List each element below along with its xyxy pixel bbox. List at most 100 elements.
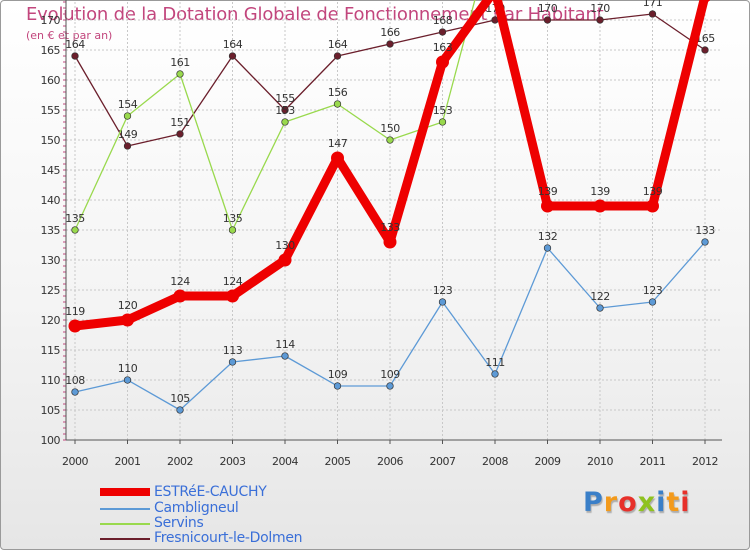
y-tick-label: 160 — [41, 74, 61, 87]
data-point-estr-e-cauchy — [646, 199, 659, 213]
data-point-cambligneul — [596, 304, 604, 312]
logo-letter: P — [583, 487, 604, 518]
logo-letter: i — [680, 487, 691, 518]
data-point-estr-e-cauchy — [121, 313, 134, 327]
data-label-servins: 156 — [328, 86, 348, 99]
data-point-fresnicourt-le-dolmen — [596, 16, 604, 24]
data-label-cambligneul: 123 — [433, 284, 453, 297]
y-tick-label: 100 — [41, 434, 61, 447]
data-label-servins: 150 — [380, 122, 400, 135]
data-label-cambligneul: 108 — [65, 374, 85, 387]
x-tick-label: 2004 — [272, 455, 298, 468]
data-label-servins: 154 — [118, 98, 138, 111]
y-tick-label: 165 — [41, 44, 61, 57]
data-label-estr-e-cauchy: 139 — [538, 185, 558, 198]
y-tick-label: 150 — [41, 134, 61, 147]
y-tick-label: 145 — [41, 164, 61, 177]
y-tick-label: 155 — [41, 104, 61, 117]
data-label-estr-e-cauchy: 124 — [223, 275, 243, 288]
data-point-servins — [228, 226, 237, 234]
data-label-fresnicourt-le-dolmen: 170 — [538, 2, 558, 15]
legend-label-estree-cauchy: ESTRéE-CAUCHY — [154, 484, 267, 500]
data-point-fresnicourt-le-dolmen — [543, 16, 552, 24]
data-point-estr-e-cauchy — [593, 199, 607, 213]
data-point-fresnicourt-le-dolmen — [123, 142, 132, 150]
data-point-servins — [333, 100, 342, 108]
x-tick-label: 2007 — [430, 455, 456, 468]
x-tick-label: 2012 — [692, 455, 718, 468]
data-point-cambligneul — [438, 298, 447, 306]
chart-subtitle: (en € et par an) — [26, 29, 113, 42]
data-label-cambligneul: 109 — [380, 368, 400, 381]
y-tick-label: 120 — [41, 314, 61, 327]
data-label-fresnicourt-le-dolmen: 149 — [118, 128, 138, 141]
y-tick-label: 115 — [41, 344, 61, 357]
data-label-estr-e-cauchy: 130 — [275, 239, 295, 252]
data-label-estr-e-cauchy: 120 — [118, 299, 138, 312]
x-tick-label: 2010 — [587, 455, 613, 468]
data-point-cambligneul — [491, 370, 499, 378]
data-point-cambligneul — [123, 376, 132, 384]
legend-label-fresnicourt: Fresnicourt-le-Dolmen — [154, 530, 303, 546]
logo-letter: t — [666, 487, 681, 518]
y-tick-label: 130 — [41, 254, 61, 267]
data-label-fresnicourt-le-dolmen: 165 — [695, 32, 715, 45]
data-label-fresnicourt-le-dolmen: 168 — [433, 14, 453, 27]
data-label-estr-e-cauchy: 147 — [328, 137, 348, 150]
x-tick-label: 2002 — [167, 455, 193, 468]
legend-swatch-cambligneul — [100, 508, 150, 510]
data-label-cambligneul: 114 — [275, 338, 295, 351]
data-label-cambligneul: 111 — [485, 356, 505, 369]
data-label-cambligneul: 110 — [118, 362, 138, 375]
y-tick-label: 135 — [41, 224, 61, 237]
data-point-fresnicourt-le-dolmen — [386, 40, 394, 48]
data-point-fresnicourt-le-dolmen — [701, 46, 709, 54]
data-point-cambligneul — [176, 406, 184, 414]
x-tick-label: 2000 — [62, 455, 88, 468]
logo-letter: i — [656, 487, 667, 518]
data-label-fresnicourt-le-dolmen: 166 — [380, 26, 400, 39]
data-label-cambligneul: 123 — [643, 284, 663, 297]
data-label-fresnicourt-le-dolmen: 151 — [170, 116, 190, 129]
x-tick-label: 2001 — [115, 455, 141, 468]
data-point-estr-e-cauchy — [383, 235, 397, 249]
data-label-cambligneul: 109 — [328, 368, 348, 381]
logo-letter: r — [603, 487, 619, 518]
data-point-fresnicourt-le-dolmen — [648, 10, 657, 18]
logo-letter: x — [637, 487, 657, 518]
data-point-fresnicourt-le-dolmen — [228, 52, 237, 60]
data-point-estr-e-cauchy — [541, 199, 554, 213]
data-point-fresnicourt-le-dolmen — [281, 106, 289, 114]
legend-swatch-servins — [100, 523, 150, 525]
data-point-estr-e-cauchy — [173, 289, 187, 303]
data-point-cambligneul — [71, 388, 79, 396]
data-point-fresnicourt-le-dolmen — [333, 52, 342, 60]
x-tick-label: 2009 — [535, 455, 561, 468]
data-point-cambligneul — [228, 358, 237, 366]
x-tick-label: 2006 — [377, 455, 403, 468]
data-label-servins: 161 — [170, 56, 190, 69]
proxiti-logo: Proxiti — [583, 487, 691, 518]
x-tick-label: 2003 — [220, 455, 246, 468]
data-label-servins: 135 — [65, 212, 85, 225]
logo-letter: o — [618, 487, 638, 518]
data-label-fresnicourt-le-dolmen: 164 — [328, 38, 348, 51]
data-label-fresnicourt-le-dolmen: 164 — [223, 38, 243, 51]
data-label-servins: 153 — [275, 104, 295, 117]
legend-label-cambligneul: Cambligneul — [154, 500, 239, 516]
data-point-servins — [281, 118, 289, 126]
data-point-cambligneul — [333, 382, 342, 390]
data-label-cambligneul: 122 — [590, 290, 610, 303]
data-point-estr-e-cauchy — [278, 253, 292, 267]
data-label-estr-e-cauchy: 139 — [643, 185, 663, 198]
data-label-servins: 153 — [433, 104, 453, 117]
data-point-cambligneul — [386, 382, 394, 390]
data-point-fresnicourt-le-dolmen — [176, 130, 184, 138]
data-point-estr-e-cauchy — [68, 319, 82, 333]
data-label-fresnicourt-le-dolmen: 171 — [643, 0, 663, 9]
data-point-estr-e-cauchy — [699, 0, 711, 3]
y-tick-label: 125 — [41, 284, 61, 297]
legend-swatch-fresnicourt — [100, 538, 150, 540]
